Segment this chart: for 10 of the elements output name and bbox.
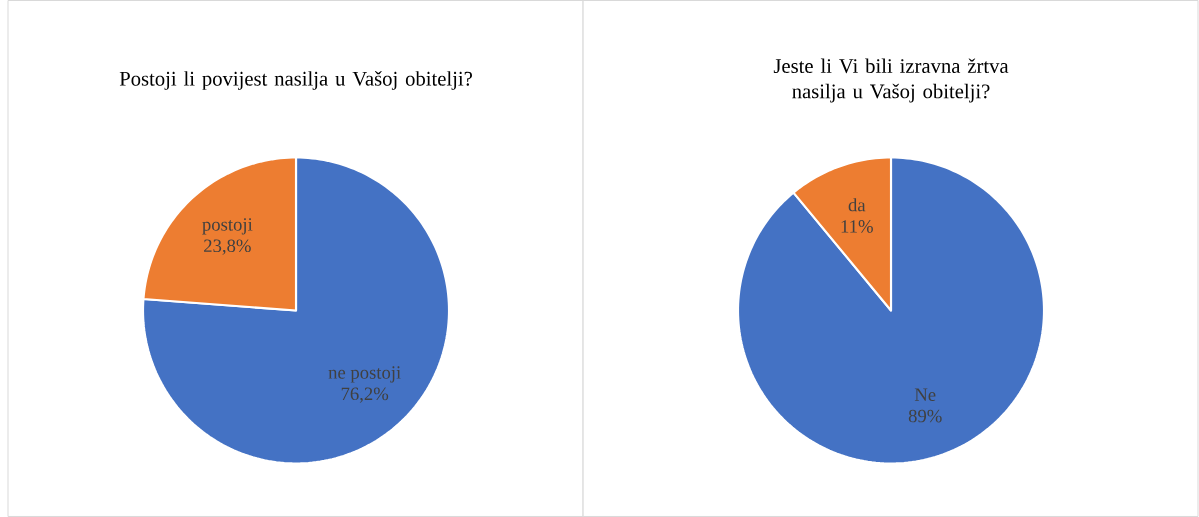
slice-label: Ne (914, 388, 936, 402)
slice-label: da (848, 198, 866, 212)
data-label: 76,2% (341, 387, 389, 403)
chart-title: Jeste li Vi bili izravna žrtva nasilja u Vašoj obitelji? (773, 58, 1009, 103)
slice-label: postoji (202, 218, 253, 235)
data-label: 11% (841, 220, 873, 233)
data-label: 23,8% (204, 239, 251, 255)
chart-title: Postoji li povijest nasilja u Vašoj obitelji? (119, 71, 472, 90)
slice-label: ne postoji (328, 366, 401, 383)
data-label: 89% (908, 409, 942, 423)
